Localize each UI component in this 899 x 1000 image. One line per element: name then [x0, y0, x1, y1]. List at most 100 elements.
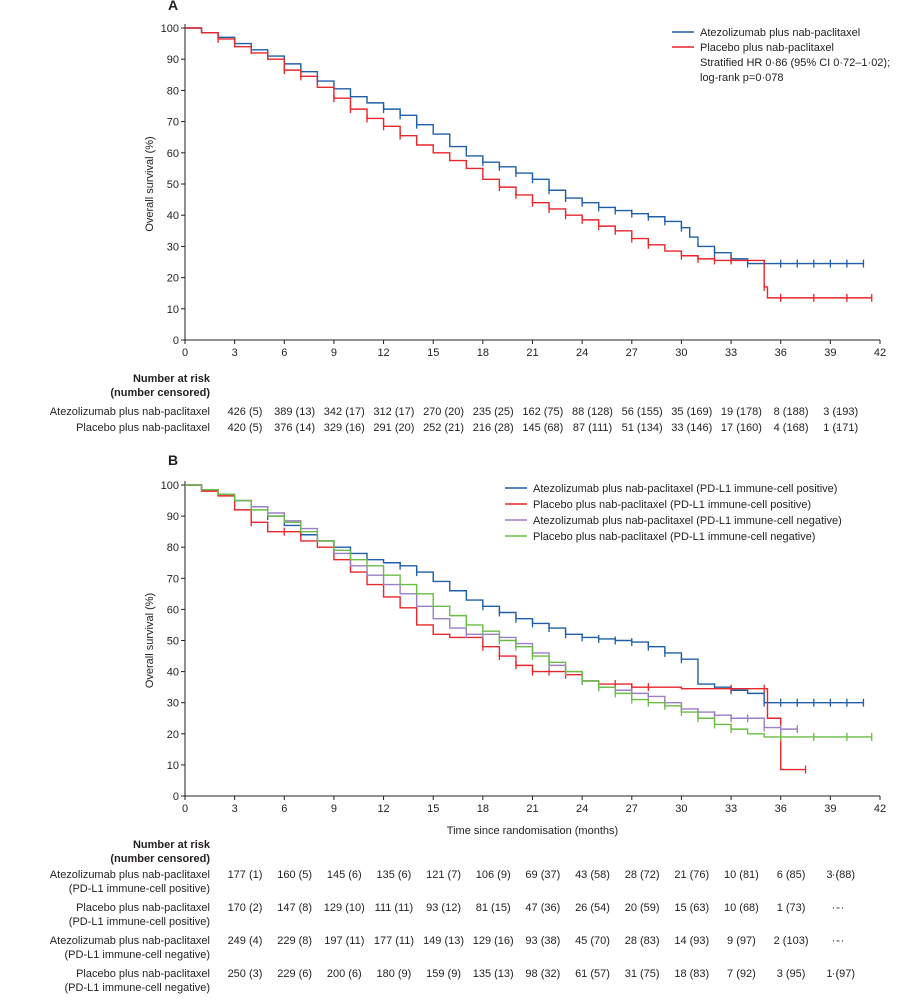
x-tick-label: 33 — [725, 347, 737, 359]
legend-label-4: Placebo plus nab-paclitaxel (PD-L1 immun… — [533, 531, 815, 543]
panel-b-risk-cell: 1 (73) — [776, 902, 806, 914]
x-tick-label: 24 — [576, 803, 588, 815]
panel-b-risk-cell: ·· — [831, 968, 839, 980]
panel-b-letter: B — [168, 452, 179, 468]
y-tick-label: 10 — [167, 760, 179, 772]
survival-curve-1 — [185, 484, 864, 704]
y-tick-label: 30 — [167, 241, 179, 253]
panel-a-risk-cell: 235 (25) — [472, 406, 514, 418]
panel-a-risk-cell: 252 (21) — [423, 422, 465, 434]
panel-a-risk-cell: 35 (169) — [671, 406, 713, 418]
panel-b-row-label: Atezolizumab plus nab-paclitaxel — [49, 935, 210, 947]
panel-a-risk-cell: ·· — [831, 422, 839, 434]
panel-b-risk-cell: 98 (32) — [525, 968, 561, 980]
panel-b-risk-cell: 28 (83) — [624, 935, 660, 947]
panel-a-risk-cell: 376 (14) — [274, 422, 316, 434]
y-tick-label: 40 — [167, 667, 179, 679]
panel-b-row-sublabel: (PD-L1 immune-cell positive) — [68, 916, 210, 928]
panel-b-risk-cell: ·· — [831, 935, 839, 947]
y-tick-label: 20 — [167, 273, 179, 285]
panel-b-risk-cell: 14 (93) — [674, 935, 710, 947]
panel-b-risk-cell: 145 (6) — [326, 869, 362, 881]
panel-a-risk-cell: 4 (168) — [773, 422, 809, 434]
x-tick-label: 27 — [626, 803, 638, 815]
panel-a-risk-cell: 19 (178) — [720, 406, 762, 418]
panel-b-risk-cell: 20 (59) — [624, 902, 660, 914]
panel-b-row-label: Placebo plus nab-paclitaxel — [76, 968, 210, 980]
panel-a-risk-cell: 162 (75) — [522, 406, 564, 418]
x-tick-label: 18 — [477, 803, 489, 815]
y-tick-label: 30 — [167, 698, 179, 710]
panel-a-risk-cell: 145 (68) — [522, 422, 564, 434]
panel-a-risk-cell: 329 (16) — [323, 422, 365, 434]
x-tick-label: 21 — [526, 347, 538, 359]
panel-b-risk-cell: 10 (81) — [723, 869, 759, 881]
panel-a-risk-cell: 389 (13) — [274, 406, 316, 418]
panel-a-risk-cell: 51 (134) — [621, 422, 663, 434]
y-tick-label: 0 — [173, 335, 179, 347]
panel-b-risk-cell: 111 (11) — [374, 902, 414, 914]
panel-b-risk-cell: 229 (8) — [277, 935, 313, 947]
risk-title-a: Number at risk (number censored) — [40, 372, 210, 400]
panel-b-risk-cell: 159 (9) — [426, 968, 461, 980]
x-tick-label: 18 — [477, 347, 489, 359]
panel-a-risk-cell: 270 (20) — [423, 406, 465, 418]
legend-label-1: Atezolizumab plus nab-paclitaxel (PD-L1 … — [533, 483, 837, 495]
panel-b-row-sublabel: (PD-L1 immune-cell negative) — [64, 982, 211, 994]
y-axis-label: Overall survival (%) — [144, 136, 156, 231]
risk-title-b: Number at risk (number censored) — [40, 838, 210, 866]
x-tick-label: 3 — [232, 347, 238, 359]
panel-b-risk-cell: ·· — [831, 902, 839, 914]
panel-b-risk-cell: 47 (36) — [525, 902, 561, 914]
panel-a-risk-cell: 17 (160) — [720, 422, 762, 434]
survival-curve-2 — [185, 484, 806, 771]
y-tick-label: 20 — [167, 729, 179, 741]
y-tick-label: 70 — [167, 117, 179, 129]
panel-b-risk-cell: 250 (3) — [227, 968, 263, 980]
panel-a-risk-cell: 342 (17) — [323, 406, 365, 418]
y-tick-label: 10 — [167, 304, 179, 316]
panel-b-risk-cell: 61 (57) — [575, 968, 610, 980]
x-tick-label: 42 — [874, 803, 886, 815]
panel-b-risk-cell: 81 (15) — [475, 902, 511, 914]
panel-b-risk-cell: 149 (13) — [423, 935, 465, 947]
y-tick-label: 0 — [173, 791, 179, 803]
y-tick-label: 50 — [167, 636, 179, 648]
hr-annotation: Stratified HR 0·86 (95% CI 0·72–1·02); — [700, 57, 890, 69]
panel-a-risk-cell: 88 (128) — [572, 406, 613, 418]
x-tick-label: 30 — [675, 347, 687, 359]
x-tick-label: 39 — [824, 803, 836, 815]
panel-b-risk-cell: 106 (9) — [475, 869, 511, 881]
panel-a-risk-cell: 420 (5) — [227, 422, 263, 434]
panel-b-risk-cell: 249 (4) — [227, 935, 263, 947]
panel-b-risk-cell: 15 (63) — [674, 902, 710, 914]
panel-b-risk-cell: 180 (9) — [376, 968, 412, 980]
x-tick-label: 0 — [182, 347, 188, 359]
panel-b-risk-cell: 26 (54) — [575, 902, 610, 914]
panel-a-letter: A — [168, 0, 179, 13]
y-tick-label: 40 — [167, 210, 179, 222]
panel-b-risk-cell: ·· — [837, 935, 845, 947]
y-tick-label: 90 — [167, 511, 179, 523]
p-value-annotation: log-rank p=0·078 — [700, 72, 783, 84]
panel-b-risk-cell: 129 (10) — [323, 902, 365, 914]
panel-b-risk-cell: 6 (85) — [776, 869, 806, 881]
panel-a-risk-cell: 1 (171) — [823, 422, 859, 434]
y-tick-label: 100 — [161, 480, 179, 492]
panel-b-risk-cell: 177 (11) — [373, 935, 414, 947]
panel-b-row-sublabel: (PD-L1 immune-cell positive) — [68, 883, 210, 895]
x-tick-label: 3 — [232, 803, 238, 815]
panel-b-risk-cell: 129 (16) — [472, 935, 514, 947]
panel-a-row-label: Atezolizumab plus nab-paclitaxel — [49, 406, 210, 418]
panel-b-risk-cell: 121 (7) — [426, 869, 461, 881]
x-tick-label: 0 — [182, 803, 188, 815]
y-tick-label: 60 — [167, 148, 179, 160]
panel-b-risk-cell: 160 (5) — [277, 869, 313, 881]
panel-b-risk-cell: 31 (75) — [624, 968, 660, 980]
y-tick-label: 60 — [167, 604, 179, 616]
legend-label-3: Atezolizumab plus nab-paclitaxel (PD-L1 … — [533, 515, 842, 527]
panel-b-risk-cell: ·· — [837, 902, 845, 914]
panel-a-risk-cell: 426 (5) — [227, 406, 263, 418]
